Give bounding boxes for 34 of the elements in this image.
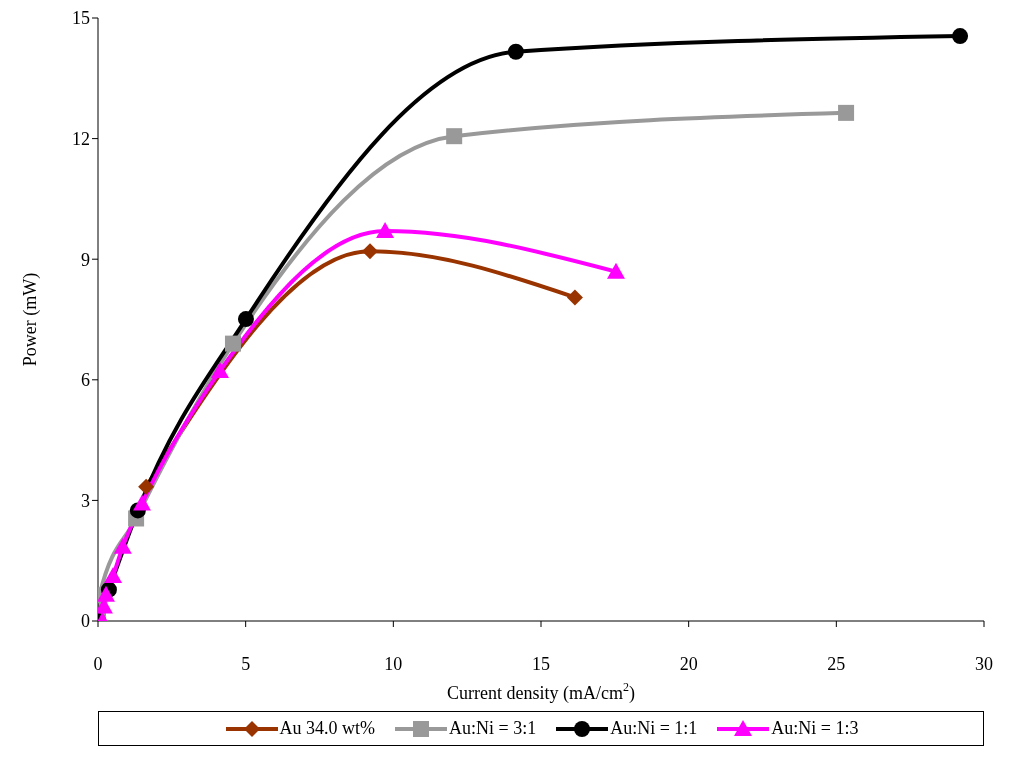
legend-label: Au:Ni = 3:1 (449, 718, 537, 739)
point (952, 28, 969, 45)
x-axis-title: Current density (mA/cm$^{2}$) (447, 680, 635, 704)
point (838, 104, 855, 121)
point (210, 361, 229, 378)
y-tick-label: 3 (81, 490, 90, 511)
point (607, 262, 626, 279)
point (446, 128, 463, 145)
x-tick-label: 30 (975, 653, 993, 674)
legend-label: Au:Ni = 1:3 (771, 718, 859, 739)
point (376, 222, 395, 239)
y-tick-label: 9 (81, 249, 90, 270)
point (98, 585, 115, 602)
legend-label: Au 34.0 wt% (279, 718, 376, 739)
point (104, 566, 123, 583)
point (507, 43, 524, 60)
point (133, 494, 151, 511)
point (237, 311, 254, 328)
point (113, 537, 132, 554)
y-tick-label: 0 (81, 611, 90, 632)
y-tick-label: 6 (81, 370, 90, 391)
x-tick-label: 10 (384, 653, 403, 674)
point (566, 289, 583, 306)
x-tick-label: 15 (532, 653, 550, 674)
point (362, 243, 378, 260)
legend-label: Au:Ni = 1:1 (610, 718, 698, 739)
point (138, 478, 155, 495)
x-tick-label: 20 (679, 653, 698, 674)
y-tick-label: 12 (72, 128, 90, 149)
y-tick-label: 15 (72, 8, 90, 29)
y-axis-title: Power (mW) (20, 272, 42, 367)
x-tick-label: 5 (241, 653, 251, 674)
point (224, 335, 241, 352)
x-tick-label: 25 (827, 653, 846, 674)
